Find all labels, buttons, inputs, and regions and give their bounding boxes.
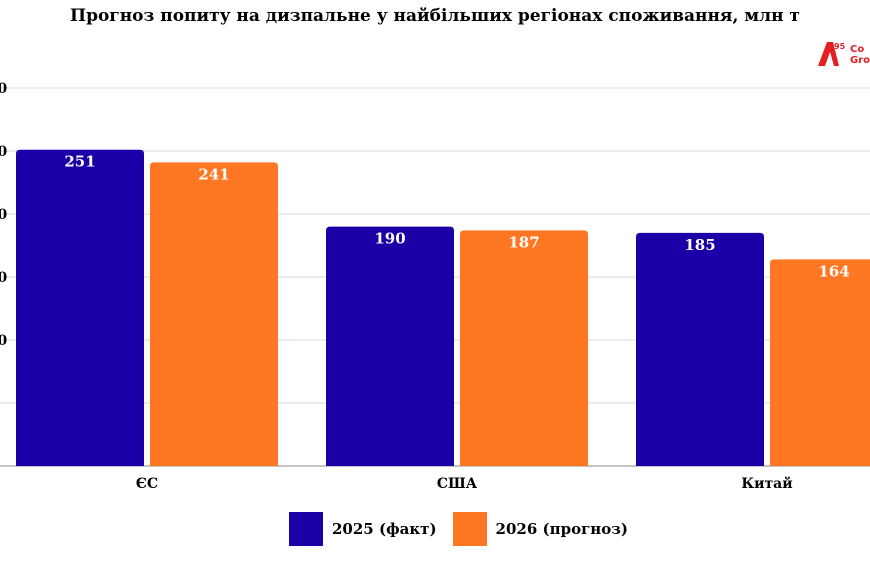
- legend-swatch-2026: [452, 512, 487, 546]
- category-label: США: [437, 476, 478, 492]
- legend: 2025 (факт) 2026 (прогноз): [289, 511, 644, 547]
- legend-label-2026: 2026 (прогноз): [495, 520, 628, 538]
- bar-value-label: 187: [508, 233, 539, 251]
- bars: 251 241 190 187 185 164: [16, 149, 870, 467]
- legend-label-2025: 2025 (факт): [332, 520, 437, 538]
- bar-value-label: 241: [198, 165, 229, 183]
- bar-value-label: 185: [684, 236, 715, 254]
- bar-value-label: 164: [818, 262, 849, 280]
- bar: [150, 162, 278, 466]
- category-labels: ЄС США Китай: [136, 475, 793, 492]
- y-tick-label: 150: [0, 270, 7, 286]
- bar-value-label: 190: [374, 230, 405, 248]
- y-tick-label: 200: [0, 207, 7, 223]
- svg-text:95: 95: [834, 42, 846, 51]
- chart-title: Прогноз попиту на дизпальне у найбільших…: [70, 6, 800, 26]
- bar-value-label: 251: [64, 153, 95, 171]
- legend-swatch-2025: [289, 512, 323, 546]
- bar: [16, 149, 144, 467]
- svg-text:Co: Co: [850, 44, 864, 55]
- legend-item-2025: 2025 (факт): [289, 512, 437, 546]
- bar: [636, 232, 764, 466]
- y-tick-label: 100: [0, 333, 7, 349]
- bar: [770, 259, 870, 466]
- bar: [460, 230, 588, 466]
- category-label: Китай: [741, 475, 792, 492]
- legend-item-2026: 2026 (прогноз): [452, 512, 628, 546]
- svg-text:Gro: Gro: [850, 55, 870, 66]
- company-logo: 95 Co Gro: [814, 38, 870, 70]
- bar: [326, 226, 454, 466]
- y-tick-label: 250: [0, 144, 7, 160]
- y-tick-label: 300: [0, 81, 7, 97]
- category-label: ЄС: [136, 476, 158, 492]
